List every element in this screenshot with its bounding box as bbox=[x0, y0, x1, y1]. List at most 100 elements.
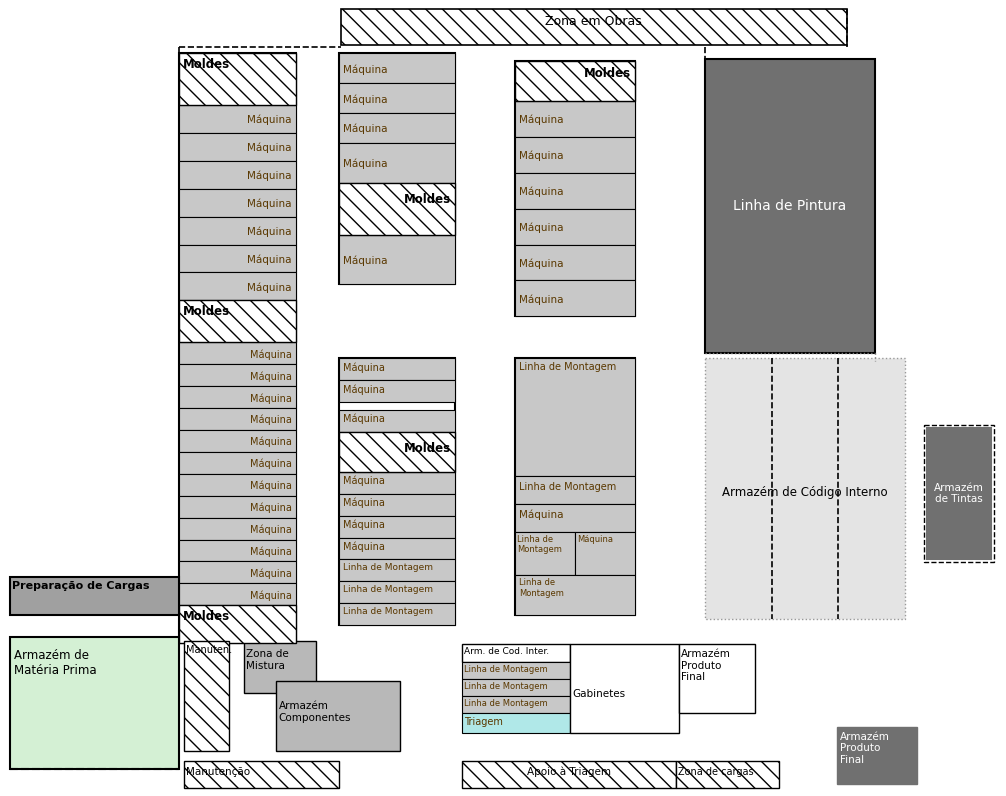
Text: Armazém de
Matéria Prima: Armazém de Matéria Prima bbox=[14, 649, 97, 677]
Bar bbox=[515, 532, 574, 576]
Text: Máquina: Máquina bbox=[249, 547, 292, 557]
Bar bbox=[462, 713, 569, 733]
Bar bbox=[462, 761, 676, 787]
Bar bbox=[339, 143, 455, 183]
Bar bbox=[10, 577, 179, 615]
Bar bbox=[339, 113, 455, 143]
Text: Máquina: Máquina bbox=[249, 393, 292, 404]
Bar bbox=[276, 681, 400, 751]
Text: Máquina: Máquina bbox=[343, 124, 387, 135]
Text: Linha de
Montagem: Linha de Montagem bbox=[519, 579, 563, 598]
Text: Armazém
de Tintas: Armazém de Tintas bbox=[934, 483, 984, 505]
Bar bbox=[179, 300, 296, 342]
Bar bbox=[339, 432, 455, 472]
Bar bbox=[339, 560, 455, 581]
Text: Linha de Montagem: Linha de Montagem bbox=[464, 682, 547, 691]
Text: Máquina: Máquina bbox=[343, 362, 384, 373]
Bar bbox=[339, 472, 455, 494]
Text: Triagem: Triagem bbox=[464, 717, 503, 727]
Text: Máquina: Máquina bbox=[343, 414, 384, 424]
Text: Apoio à Triagem: Apoio à Triagem bbox=[527, 767, 612, 777]
Text: Máquina: Máquina bbox=[519, 187, 563, 197]
Text: Máquina: Máquina bbox=[249, 481, 292, 491]
Bar bbox=[339, 516, 455, 537]
Text: Linha de Montagem: Linha de Montagem bbox=[464, 699, 547, 708]
Text: Armazém
Produto
Final: Armazém Produto Final bbox=[681, 649, 731, 682]
Bar bbox=[515, 504, 635, 532]
Bar bbox=[179, 605, 296, 643]
Text: Máquina: Máquina bbox=[249, 568, 292, 579]
Bar bbox=[462, 696, 569, 713]
Bar bbox=[924, 425, 994, 563]
Text: Máquina: Máquina bbox=[247, 115, 292, 126]
Bar bbox=[179, 583, 296, 605]
Text: Máquina: Máquina bbox=[343, 256, 387, 266]
Bar bbox=[179, 189, 296, 217]
Text: Linha de Montagem: Linha de Montagem bbox=[519, 362, 617, 372]
Bar bbox=[179, 161, 296, 189]
Bar bbox=[179, 105, 296, 133]
Text: Máquina: Máquina bbox=[343, 94, 387, 104]
Bar bbox=[339, 410, 455, 432]
Text: Máquina: Máquina bbox=[247, 283, 292, 293]
Text: Máquina: Máquina bbox=[343, 541, 384, 552]
Bar bbox=[705, 59, 874, 353]
Bar bbox=[179, 217, 296, 244]
Text: Preparação de Cargas: Preparação de Cargas bbox=[12, 581, 149, 591]
Bar bbox=[179, 474, 296, 496]
Bar bbox=[676, 761, 779, 787]
Bar bbox=[179, 53, 296, 643]
Text: Linha de
Montagem: Linha de Montagem bbox=[517, 535, 561, 554]
Bar bbox=[574, 532, 635, 576]
Text: Armazém de Código Interno: Armazém de Código Interno bbox=[722, 486, 887, 499]
Bar bbox=[179, 496, 296, 517]
Text: Máquina: Máquina bbox=[247, 143, 292, 154]
Bar bbox=[10, 637, 179, 769]
Text: Máquina: Máquina bbox=[343, 476, 384, 486]
Bar bbox=[515, 173, 635, 209]
Text: Máquina: Máquina bbox=[247, 199, 292, 209]
Text: Máquina: Máquina bbox=[249, 415, 292, 425]
Text: Máquina: Máquina bbox=[249, 458, 292, 470]
Text: Máquina: Máquina bbox=[249, 371, 292, 381]
Text: Manutenção: Manutenção bbox=[186, 767, 250, 777]
Bar bbox=[179, 452, 296, 474]
Text: Máquina: Máquina bbox=[343, 159, 387, 170]
Text: Zona de cargas: Zona de cargas bbox=[678, 767, 754, 777]
Bar bbox=[515, 358, 635, 615]
Bar bbox=[339, 358, 455, 625]
Text: Máquina: Máquina bbox=[249, 591, 292, 601]
Bar bbox=[179, 517, 296, 540]
Bar bbox=[339, 380, 455, 402]
Text: Máquina: Máquina bbox=[519, 259, 563, 269]
Bar bbox=[179, 272, 296, 300]
Text: Moldes: Moldes bbox=[183, 611, 230, 623]
Text: Gabinetes: Gabinetes bbox=[572, 689, 626, 700]
Text: Linha de Montagem: Linha de Montagem bbox=[343, 564, 433, 572]
Bar bbox=[179, 540, 296, 561]
Text: Máquina: Máquina bbox=[519, 295, 563, 305]
Bar bbox=[515, 358, 635, 476]
Bar bbox=[515, 244, 635, 280]
Text: Armazém
Produto
Final: Armazém Produto Final bbox=[840, 732, 889, 765]
Text: Máquina: Máquina bbox=[343, 384, 384, 395]
Bar bbox=[515, 280, 635, 316]
Bar bbox=[837, 727, 916, 783]
Bar bbox=[339, 53, 455, 83]
Bar bbox=[515, 476, 635, 504]
Text: Linha de Montagem: Linha de Montagem bbox=[519, 482, 617, 492]
Text: Máquina: Máquina bbox=[247, 227, 292, 237]
Bar bbox=[179, 386, 296, 408]
Bar bbox=[179, 364, 296, 386]
Bar bbox=[339, 183, 455, 235]
Text: Linha de Pintura: Linha de Pintura bbox=[733, 199, 847, 213]
Bar bbox=[339, 358, 455, 380]
Bar bbox=[179, 342, 296, 364]
Text: Moldes: Moldes bbox=[404, 193, 451, 205]
Text: Máquina: Máquina bbox=[343, 498, 384, 508]
Bar bbox=[339, 537, 455, 560]
Bar bbox=[339, 53, 455, 284]
Bar bbox=[341, 10, 847, 45]
Text: Zona em Obras: Zona em Obras bbox=[545, 15, 642, 29]
Bar bbox=[179, 53, 296, 105]
